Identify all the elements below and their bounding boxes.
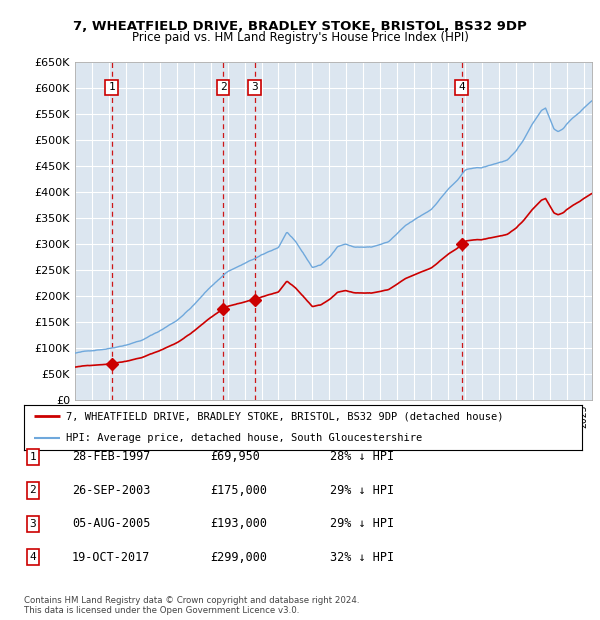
Text: £175,000: £175,000 <box>210 484 267 497</box>
Text: 2: 2 <box>220 82 226 92</box>
Text: 32% ↓ HPI: 32% ↓ HPI <box>330 551 394 564</box>
Text: 28-FEB-1997: 28-FEB-1997 <box>72 451 151 463</box>
Text: 2: 2 <box>29 485 37 495</box>
Text: £299,000: £299,000 <box>210 551 267 564</box>
Text: 26-SEP-2003: 26-SEP-2003 <box>72 484 151 497</box>
Text: 19-OCT-2017: 19-OCT-2017 <box>72 551 151 564</box>
Text: 05-AUG-2005: 05-AUG-2005 <box>72 518 151 530</box>
Text: 29% ↓ HPI: 29% ↓ HPI <box>330 518 394 530</box>
Text: 3: 3 <box>251 82 258 92</box>
Text: Price paid vs. HM Land Registry's House Price Index (HPI): Price paid vs. HM Land Registry's House … <box>131 31 469 44</box>
Text: £69,950: £69,950 <box>210 451 260 463</box>
Text: 7, WHEATFIELD DRIVE, BRADLEY STOKE, BRISTOL, BS32 9DP: 7, WHEATFIELD DRIVE, BRADLEY STOKE, BRIS… <box>73 20 527 33</box>
Text: 7, WHEATFIELD DRIVE, BRADLEY STOKE, BRISTOL, BS32 9DP (detached house): 7, WHEATFIELD DRIVE, BRADLEY STOKE, BRIS… <box>66 411 503 421</box>
Text: 1: 1 <box>29 452 37 462</box>
Text: 3: 3 <box>29 519 37 529</box>
Text: Contains HM Land Registry data © Crown copyright and database right 2024.
This d: Contains HM Land Registry data © Crown c… <box>24 596 359 615</box>
Text: 28% ↓ HPI: 28% ↓ HPI <box>330 451 394 463</box>
Text: £193,000: £193,000 <box>210 518 267 530</box>
Text: 1: 1 <box>108 82 115 92</box>
Text: HPI: Average price, detached house, South Gloucestershire: HPI: Average price, detached house, Sout… <box>66 433 422 443</box>
Text: 4: 4 <box>29 552 37 562</box>
Text: 29% ↓ HPI: 29% ↓ HPI <box>330 484 394 497</box>
Text: 4: 4 <box>458 82 465 92</box>
